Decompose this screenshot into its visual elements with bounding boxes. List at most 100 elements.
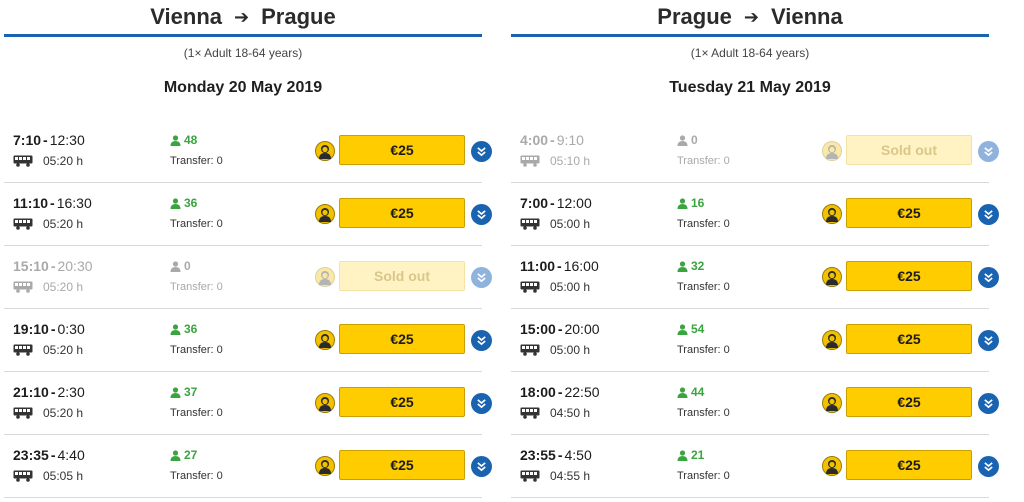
seat-count: 0 bbox=[184, 259, 191, 273]
trip-duration: 05:20 h bbox=[13, 217, 83, 231]
price-button[interactable]: Sold out bbox=[339, 261, 465, 291]
expand-details-button[interactable] bbox=[471, 267, 492, 288]
departure-time: 23:35 bbox=[13, 447, 49, 463]
transfer-count: Transfer: 0 bbox=[677, 407, 730, 419]
trip-row[interactable]: 23:35-4:40 05:05 h 27 Transfer: 0 bbox=[4, 435, 492, 498]
trip-duration: 05:00 h bbox=[520, 217, 590, 231]
trip-times: 19:10-0:30 bbox=[13, 321, 85, 337]
free-seats: 36 bbox=[170, 196, 197, 210]
arrival-time: 9:10 bbox=[556, 132, 584, 148]
seat-count: 48 bbox=[184, 133, 198, 147]
duration-label: 04:50 h bbox=[550, 406, 591, 420]
driver-avatar-icon bbox=[315, 456, 335, 476]
trip-row[interactable]: 23:55-4:50 04:55 h 21 Transfer: 0 bbox=[511, 435, 999, 498]
trip-duration: 05:00 h bbox=[520, 280, 590, 294]
expand-details-button[interactable] bbox=[978, 393, 999, 414]
seat-count: 54 bbox=[691, 322, 705, 336]
arrival-time: 12:30 bbox=[49, 132, 85, 148]
trip-duration: 04:55 h bbox=[520, 469, 590, 483]
arrival-time: 20:00 bbox=[564, 321, 600, 337]
expand-details-button[interactable] bbox=[471, 141, 492, 162]
transfer-count: Transfer: 0 bbox=[170, 344, 223, 356]
driver-avatar-icon bbox=[315, 330, 335, 350]
bus-icon bbox=[13, 281, 33, 293]
trip-duration: 05:05 h bbox=[13, 469, 83, 483]
person-icon bbox=[677, 134, 688, 146]
expand-details-button[interactable] bbox=[471, 456, 492, 477]
seat-count: 36 bbox=[184, 322, 198, 336]
arrival-time: 22:50 bbox=[564, 384, 600, 400]
trip-times: 23:55-4:50 bbox=[520, 447, 592, 463]
chevron-double-down-icon bbox=[984, 462, 993, 472]
expand-details-button[interactable] bbox=[978, 456, 999, 477]
arrival-time: 12:00 bbox=[556, 195, 592, 211]
trip-times: 11:00-16:00 bbox=[520, 258, 599, 274]
transfer-count: Transfer: 0 bbox=[170, 218, 223, 230]
expand-details-button[interactable] bbox=[471, 393, 492, 414]
trip-times: 15:00-20:00 bbox=[520, 321, 600, 337]
free-seats: 21 bbox=[677, 448, 704, 462]
chevron-double-down-icon bbox=[477, 210, 486, 220]
price-button[interactable]: €25 bbox=[339, 324, 465, 354]
price-button[interactable]: €25 bbox=[339, 387, 465, 417]
price-button[interactable]: €25 bbox=[846, 450, 972, 480]
price-button[interactable]: €25 bbox=[846, 261, 972, 291]
transfer-count: Transfer: 0 bbox=[677, 155, 730, 167]
price-button[interactable]: €25 bbox=[339, 135, 465, 165]
trip-times: 11:10-16:30 bbox=[13, 195, 92, 211]
arrow-right-icon: ➔ bbox=[743, 6, 759, 27]
trip-row[interactable]: 7:10-12:30 05:20 h 48 Transfer: 0 bbox=[4, 120, 492, 183]
expand-details-button[interactable] bbox=[471, 330, 492, 351]
trip-duration: 04:50 h bbox=[520, 406, 590, 420]
transfer-count: Transfer: 0 bbox=[677, 344, 730, 356]
trip-row[interactable]: 19:10-0:30 05:20 h 36 Transfer: 0 bbox=[4, 309, 492, 372]
driver-avatar-icon bbox=[315, 393, 335, 413]
free-seats: 0 bbox=[677, 133, 698, 147]
trip-times: 18:00-22:50 bbox=[520, 384, 600, 400]
transfer-count: Transfer: 0 bbox=[170, 281, 223, 293]
price-button[interactable]: €25 bbox=[339, 198, 465, 228]
duration-label: 05:00 h bbox=[550, 217, 591, 231]
arrival-time: 16:00 bbox=[563, 258, 599, 274]
expand-details-button[interactable] bbox=[978, 204, 999, 225]
driver-avatar-icon bbox=[315, 267, 335, 287]
time-separator: - bbox=[50, 258, 56, 274]
driver-avatar-icon bbox=[315, 141, 335, 161]
seat-count: 21 bbox=[691, 448, 705, 462]
trip-row[interactable]: 21:10-2:30 05:20 h 37 Transfer: 0 bbox=[4, 372, 492, 435]
time-separator: - bbox=[557, 447, 563, 463]
person-icon bbox=[677, 386, 688, 398]
trip-row[interactable]: 15:10-20:30 05:20 h 0 Transfer: 0 bbox=[4, 246, 492, 309]
travel-date: Monday 20 May 2019 bbox=[163, 79, 323, 96]
chevron-double-down-icon bbox=[477, 273, 486, 283]
arrival-time: 20:30 bbox=[57, 258, 93, 274]
time-separator: - bbox=[557, 258, 562, 274]
price-button[interactable]: €25 bbox=[846, 198, 972, 228]
price-button[interactable]: €25 bbox=[339, 450, 465, 480]
expand-details-button[interactable] bbox=[978, 330, 999, 351]
duration-label: 05:20 h bbox=[43, 217, 84, 231]
departure-time: 18:00 bbox=[520, 384, 556, 400]
trip-row[interactable]: 7:00-12:00 05:00 h 16 Transfer: 0 bbox=[511, 183, 999, 246]
expand-details-button[interactable] bbox=[978, 141, 999, 162]
trip-row[interactable]: 4:00-9:10 05:10 h 0 Transfer: 0 bbox=[511, 120, 999, 183]
person-icon bbox=[170, 260, 181, 272]
trip-duration: 05:10 h bbox=[520, 154, 590, 168]
seat-count: 16 bbox=[691, 196, 705, 210]
passenger-summary: (1× Adult 18-64 years) bbox=[690, 46, 810, 60]
trip-row[interactable]: 15:00-20:00 05:00 h 54 Transfer: 0 bbox=[511, 309, 999, 372]
trip-row[interactable]: 18:00-22:50 04:50 h 44 Transfer: 0 bbox=[511, 372, 999, 435]
transfer-count: Transfer: 0 bbox=[170, 407, 223, 419]
expand-details-button[interactable] bbox=[978, 267, 999, 288]
driver-avatar-icon bbox=[822, 456, 842, 476]
expand-details-button[interactable] bbox=[471, 204, 492, 225]
trip-row[interactable]: 11:00-16:00 05:00 h 32 Transfer: 0 bbox=[511, 246, 999, 309]
trip-row[interactable]: 11:10-16:30 05:20 h 36 Transfer: 0 bbox=[4, 183, 492, 246]
price-button[interactable]: €25 bbox=[846, 324, 972, 354]
bus-icon bbox=[520, 344, 540, 356]
chevron-double-down-icon bbox=[984, 147, 993, 157]
price-button[interactable]: Sold out bbox=[846, 135, 972, 165]
trip-times: 4:00-9:10 bbox=[520, 132, 584, 148]
price-button[interactable]: €25 bbox=[846, 387, 972, 417]
seat-count: 44 bbox=[691, 385, 705, 399]
